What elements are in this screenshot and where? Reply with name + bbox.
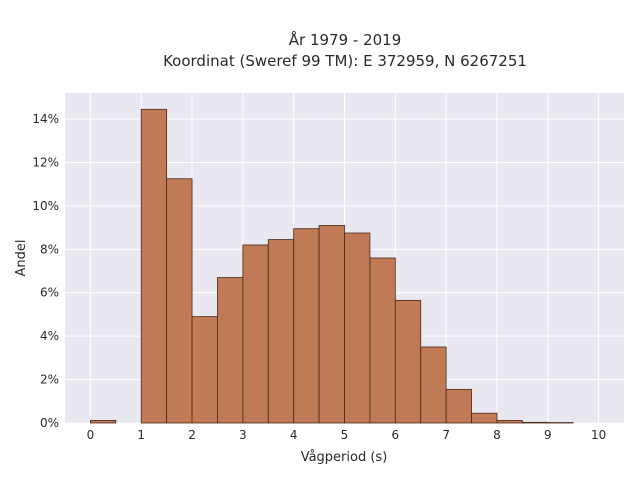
y-axis-ticks: 0% 2% 4% 6% 8% 10% 12% 14% <box>32 112 59 430</box>
histogram-bar <box>394 299 422 424</box>
x-tick-label: 10 <box>591 428 606 442</box>
histogram-bar <box>445 388 472 424</box>
chart-title-line-2: Koordinat (Sweref 99 TM): E 372959, N 62… <box>163 52 527 70</box>
histogram-bar <box>191 316 218 424</box>
y-tick-label: 8% <box>40 242 59 256</box>
x-axis-ticks: 0 1 2 3 4 5 6 7 8 9 10 <box>87 428 607 442</box>
histogram-bar <box>267 239 295 424</box>
x-tick-label: 0 <box>87 428 95 442</box>
chart-title-line-1: År 1979 - 2019 <box>289 30 402 49</box>
y-tick-label: 6% <box>40 286 59 300</box>
y-tick-label: 0% <box>40 416 59 430</box>
y-tick-label: 12% <box>32 155 59 169</box>
y-tick-label: 14% <box>32 112 59 126</box>
histogram-bar <box>318 225 345 424</box>
histogram-bars <box>90 108 574 424</box>
histogram-bar <box>420 346 447 424</box>
histogram-bar <box>217 277 244 424</box>
histogram-bar <box>140 108 168 424</box>
histogram-bar <box>90 419 117 424</box>
y-axis-label: Andel <box>14 240 29 277</box>
histogram-bar <box>496 419 523 424</box>
x-tick-label: 4 <box>290 428 298 442</box>
x-axis-label: Vågperiod (s) <box>301 450 388 465</box>
x-tick-label: 6 <box>391 428 399 442</box>
x-tick-label: 9 <box>544 428 552 442</box>
histogram-bar <box>242 244 269 424</box>
x-tick-label: 5 <box>341 428 349 442</box>
x-tick-label: 8 <box>493 428 501 442</box>
histogram-bar <box>166 178 193 424</box>
x-tick-label: 7 <box>442 428 450 442</box>
x-tick-label: 2 <box>188 428 196 442</box>
y-tick-label: 10% <box>32 199 59 213</box>
histogram-bar <box>344 232 371 424</box>
y-tick-label: 4% <box>40 329 59 343</box>
y-tick-label: 2% <box>40 373 59 387</box>
x-tick-label: 3 <box>239 428 247 442</box>
histogram-bar <box>369 257 396 424</box>
histogram-bar <box>521 421 549 424</box>
x-tick-label: 1 <box>137 428 145 442</box>
histogram-bar <box>293 228 320 424</box>
histogram-bar <box>471 412 498 424</box>
